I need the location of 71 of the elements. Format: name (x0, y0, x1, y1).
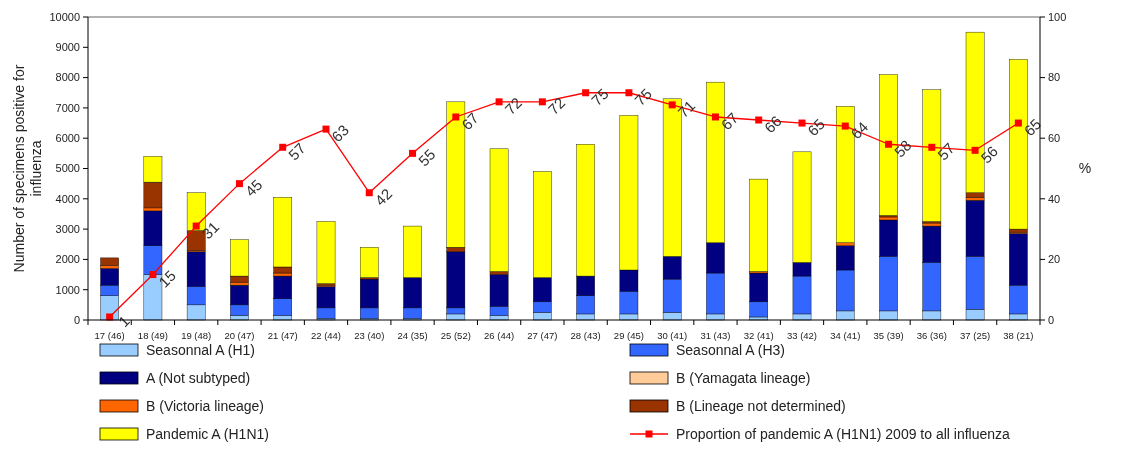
y-tick-label: 7000 (55, 101, 80, 114)
data-label: 72 (501, 94, 526, 118)
x-tick-label: 37 (25) (960, 330, 991, 341)
y2-tick-label: 0 (1048, 313, 1055, 326)
x-tick-label: 29 (45) (613, 330, 644, 341)
legend-label: B (Victoria lineage) (146, 398, 265, 414)
x-tick-label: 20 (47) (224, 330, 255, 341)
data-label: 57 (284, 139, 309, 164)
data-label: 67 (717, 109, 742, 134)
legend-label: Proportion of pandemic A (H1N1) 2009 to all influenza (676, 426, 1011, 442)
x-tick-label: 36 (36) (916, 330, 947, 341)
data-label: 75 (631, 84, 655, 109)
data-label: 71 (674, 97, 699, 121)
y-tick-label: 3000 (55, 222, 80, 235)
y-tick-label: 4000 (55, 192, 80, 205)
data-label: 1 (114, 312, 133, 331)
y-tick-label: 1000 (55, 283, 80, 296)
y2-axis-title: % (1078, 160, 1092, 177)
x-tick-label: 32 (41) (743, 330, 774, 341)
data-label: 63 (328, 121, 353, 146)
data-label: 58 (890, 136, 915, 161)
x-tick-label: 27 (47) (527, 330, 558, 341)
x-tick-label: 38 (21) (1003, 330, 1034, 341)
y2-tick-label: 100 (1048, 10, 1067, 23)
x-tick-label: 21 (47) (267, 330, 298, 341)
legend-label: B (Yamagata lineage) (676, 370, 811, 386)
data-label: 64 (847, 118, 872, 143)
data-label: 67 (458, 109, 482, 134)
data-label: 57 (934, 139, 958, 164)
y-tick-label: 2000 (55, 253, 80, 266)
data-label: 72 (544, 94, 569, 118)
y2-tick-label: 60 (1048, 132, 1061, 145)
x-tick-label: 31 (43) (700, 330, 731, 341)
x-tick-label: 25 (52) (440, 330, 471, 341)
data-label: 75 (587, 84, 612, 109)
y-tick-label: 0 (73, 313, 80, 326)
x-tick-label: 30 (41) (657, 330, 688, 341)
data-label: 55 (414, 145, 439, 170)
data-label: 42 (371, 184, 396, 209)
y-tick-label: 10000 (49, 10, 80, 23)
y2-tick-label: 40 (1048, 192, 1061, 205)
y-tick-label: 8000 (55, 71, 80, 84)
data-label: 15 (155, 266, 179, 291)
x-tick-label: 19 (48) (181, 330, 212, 341)
x-tick-label: 18 (49) (137, 330, 168, 341)
y2-tick-label: 80 (1048, 71, 1061, 84)
y-tick-label: 9000 (55, 41, 80, 54)
x-tick-label: 26 (44) (484, 330, 515, 341)
legend-label: Seasonnal A (H3) (676, 342, 785, 358)
x-tick-label: 34 (41) (830, 330, 861, 341)
data-label: 45 (241, 175, 266, 200)
data-label: 66 (760, 112, 785, 137)
legend-label: B (Lineage not determined) (676, 398, 846, 414)
y-tick-label: 6000 (55, 132, 80, 145)
legend-label: Seasonnal A (H1) (146, 342, 255, 358)
legend-label: Pandemic A (H1N1) (146, 426, 269, 442)
legend-label: A (Not subtyped) (146, 370, 251, 386)
y-axis-title: Number of specimens positive for influenza (11, 64, 44, 273)
x-tick-label: 17 (46) (94, 330, 125, 341)
x-tick-label: 33 (42) (786, 330, 818, 341)
data-label: 31 (198, 218, 223, 243)
data-label: 65 (804, 115, 829, 140)
x-tick-label: 24 (35) (397, 330, 428, 341)
y2-tick-label: 20 (1048, 253, 1061, 266)
data-label: 65 (1020, 115, 1045, 140)
data-label: 56 (977, 142, 1002, 167)
x-tick-label: 22 (44) (310, 330, 342, 341)
x-tick-label: 35 (39) (873, 330, 904, 341)
y-tick-label: 5000 (55, 162, 80, 175)
x-tick-label: 28 (43) (570, 330, 601, 341)
x-tick-label: 23 (40) (354, 330, 385, 341)
